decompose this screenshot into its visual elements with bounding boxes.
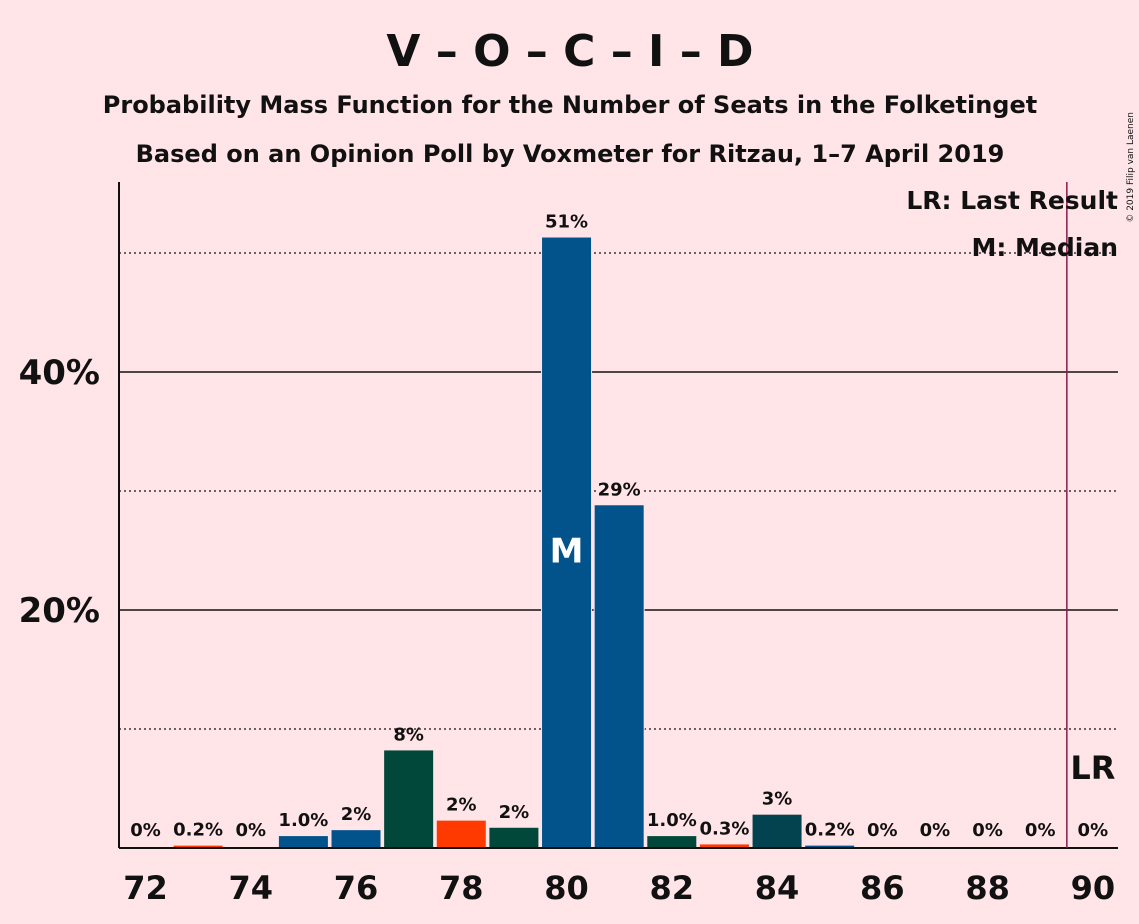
x-tick-label: 74 <box>228 869 273 907</box>
data-label-84: 3% <box>762 789 793 810</box>
x-tick-label: 80 <box>544 869 589 907</box>
median-marker: M <box>550 532 584 572</box>
data-label-89: 0% <box>1025 820 1056 841</box>
bar-82 <box>647 836 697 848</box>
data-label-88: 0% <box>972 820 1003 841</box>
data-label-78: 2% <box>446 795 477 816</box>
x-tick-label: 82 <box>650 869 695 907</box>
bar-80 <box>542 237 592 848</box>
data-label-83: 0.3% <box>699 818 749 839</box>
data-labels: 0% 0.2% 0% 1.0% 2%8%2% 2%51%29%1.0% 0.3%3%0.2%… <box>130 209 1109 841</box>
data-label-81: 29% <box>598 479 641 500</box>
chart-title: V – O – C – I – D <box>386 26 753 77</box>
bar-77 <box>384 750 434 848</box>
data-label-87: 0% <box>920 820 951 841</box>
chart-subtitle-2: Based on an Opinion Poll by Voxmeter for… <box>136 140 1005 168</box>
data-label-72: 0% <box>130 820 161 841</box>
data-label-77: 8% <box>393 724 424 745</box>
x-tick-labels: 72 74 76 78 80 82 84 86 88 90 <box>123 869 1115 907</box>
data-label-bg <box>597 477 642 500</box>
y-tick-label: 20% <box>19 591 100 631</box>
bar-73 <box>173 845 223 848</box>
bar-78 <box>436 820 486 848</box>
data-label-75: 1.0% <box>278 810 328 831</box>
last-result-marker: LR <box>1070 749 1115 787</box>
bar-75 <box>278 836 328 848</box>
bars <box>172 236 856 848</box>
data-label-76: 2% <box>341 804 372 825</box>
bar-76 <box>331 830 381 848</box>
x-tick-label: 90 <box>1071 869 1116 907</box>
bar-84 <box>752 814 802 848</box>
data-label-85: 0.2% <box>805 820 855 841</box>
bar-83 <box>699 844 749 848</box>
y-tick-labels: 20% 40% <box>19 353 100 631</box>
data-label-82: 1.0% <box>647 810 697 831</box>
bar-81 <box>594 505 644 848</box>
x-tick-label: 88 <box>965 869 1010 907</box>
data-label-90: 0% <box>1078 820 1109 841</box>
y-tick-label: 40% <box>19 353 100 393</box>
legend-last-result: LR: Last Result <box>906 186 1118 215</box>
x-tick-label: 84 <box>755 869 800 907</box>
bar-79 <box>489 827 539 848</box>
data-label-73: 0.2% <box>173 820 223 841</box>
data-label-74: 0% <box>235 820 266 841</box>
bar-85 <box>805 845 855 848</box>
chart-subtitle-1: Probability Mass Function for the Number… <box>103 91 1037 119</box>
x-tick-label: 86 <box>860 869 905 907</box>
legend-median: M: Median <box>971 233 1118 262</box>
data-label-80: 51% <box>545 212 588 233</box>
x-tick-label: 72 <box>123 869 168 907</box>
x-tick-label: 78 <box>439 869 484 907</box>
copyright-note: © 2019 Filip van Laenen <box>1126 112 1136 223</box>
data-label-79: 2% <box>499 802 530 823</box>
data-label-86: 0% <box>867 820 898 841</box>
data-label-bg <box>544 209 589 232</box>
x-tick-label: 76 <box>334 869 379 907</box>
